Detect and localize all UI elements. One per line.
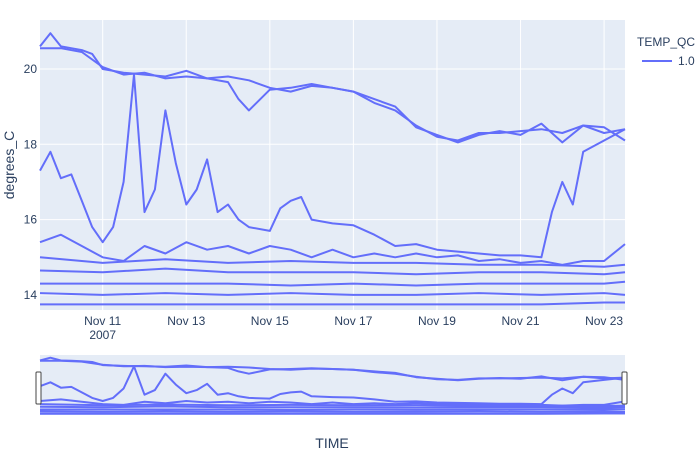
y-tick-label: 16 xyxy=(24,213,38,227)
range-slider-lines xyxy=(39,356,626,415)
range-slider[interactable] xyxy=(35,355,628,415)
x-tick-label: Nov 17 xyxy=(334,314,372,328)
y-tick-label: 20 xyxy=(24,62,38,76)
legend[interactable]: TEMP_QC 1.0 xyxy=(637,35,695,68)
series-line xyxy=(39,256,626,268)
series-lines xyxy=(39,32,626,306)
x-tick-label: Nov 11 xyxy=(84,314,121,328)
x-tick-label: Nov 13 xyxy=(167,314,205,328)
range-slider-series-line xyxy=(39,405,626,409)
legend-title: TEMP_QC xyxy=(637,35,695,49)
y-tick-label: 18 xyxy=(24,137,38,151)
range-slider-series-line xyxy=(39,403,626,407)
series-line xyxy=(39,32,626,142)
x-tick-label: Nov 15 xyxy=(251,314,289,328)
range-slider-series-line xyxy=(40,408,626,411)
range-slider-right-handle[interactable] xyxy=(621,371,628,405)
range-slider-series-line xyxy=(39,365,626,406)
y-tick-label: 14 xyxy=(24,288,38,302)
x-tick-label: Nov 19 xyxy=(418,314,456,328)
series-line xyxy=(40,47,626,144)
plot-area xyxy=(40,20,625,310)
series-line xyxy=(40,301,625,306)
x-tick-label: Nov 23 xyxy=(585,314,623,328)
series-line xyxy=(39,233,626,266)
series-line xyxy=(40,280,626,287)
legend-label: 1.0 xyxy=(678,54,695,68)
range-slider-left-handle[interactable] xyxy=(35,371,42,405)
series-line xyxy=(39,292,626,296)
y-axis-title: degrees_C xyxy=(1,131,17,200)
x-tick-year-label: 2007 xyxy=(89,328,116,342)
series-line xyxy=(39,267,626,276)
x-axis-title: TIME xyxy=(315,435,348,450)
series-line xyxy=(39,73,626,259)
x-tick-label: Nov 21 xyxy=(502,314,540,328)
range-slider-series-line xyxy=(40,359,626,382)
y-axis-ticks: 14 16 18 20 xyxy=(24,62,38,302)
gridlines xyxy=(40,20,625,310)
legend-item[interactable]: 1.0 xyxy=(642,54,695,68)
